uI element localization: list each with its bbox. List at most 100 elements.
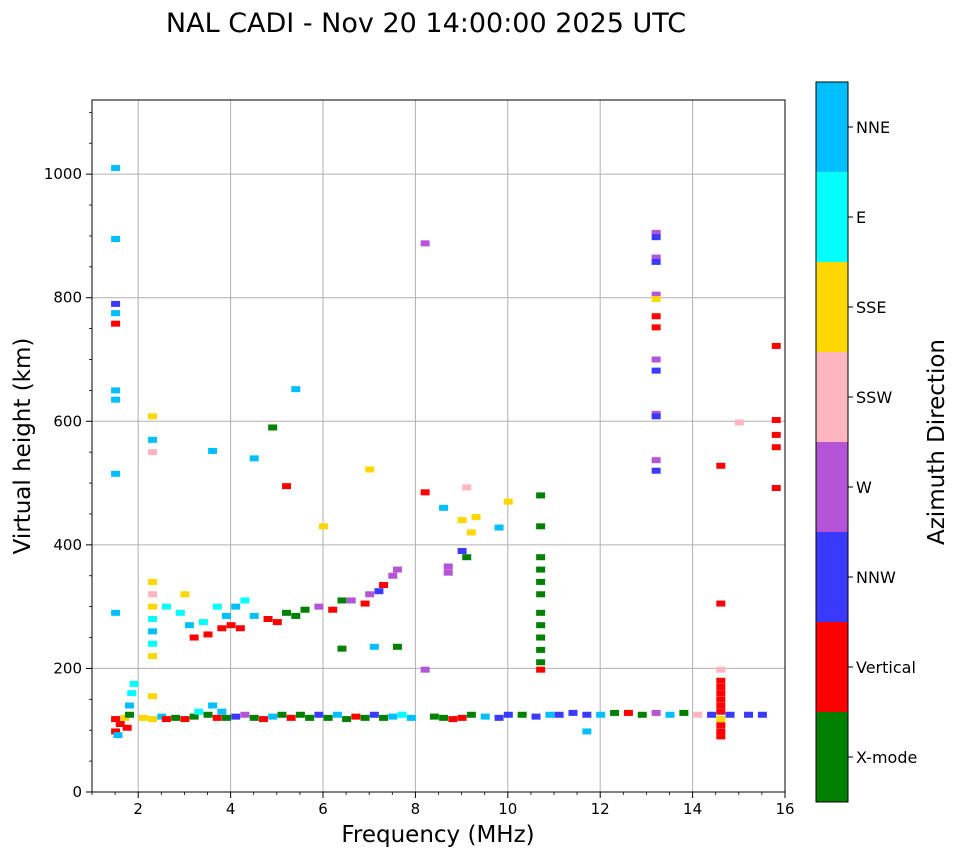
data-point — [291, 386, 301, 393]
data-point — [129, 680, 139, 687]
x-tick-label: 4 — [226, 800, 236, 818]
data-point — [111, 396, 121, 403]
y-tick-label: 400 — [53, 536, 82, 554]
data-point — [582, 728, 592, 735]
data-point — [360, 714, 370, 721]
data-point — [323, 714, 333, 721]
data-point — [443, 569, 453, 576]
data-point — [157, 713, 167, 720]
data-point — [148, 436, 158, 443]
data-point — [148, 693, 158, 700]
plot-area — [92, 100, 785, 792]
y-tick-label: 200 — [53, 659, 82, 677]
colorbar-segment — [816, 712, 848, 802]
data-point — [582, 711, 592, 718]
data-point — [231, 713, 241, 720]
data-point — [268, 424, 278, 431]
data-point — [771, 485, 781, 492]
data-point — [651, 295, 661, 302]
data-point — [124, 702, 134, 709]
data-point — [536, 578, 546, 585]
data-point — [208, 447, 218, 454]
data-point — [221, 714, 231, 721]
data-point — [651, 291, 661, 298]
data-point — [194, 708, 204, 715]
data-point — [651, 324, 661, 331]
y-tick-label: 0 — [72, 783, 82, 801]
data-point — [568, 709, 578, 716]
colorbar-segment — [816, 352, 848, 442]
x-tick-label: 12 — [591, 800, 610, 818]
data-point — [282, 483, 292, 490]
data-point — [127, 690, 137, 697]
data-point — [388, 713, 398, 720]
data-point — [148, 616, 158, 622]
data-point — [148, 413, 158, 420]
data-point — [716, 600, 726, 607]
data-point — [651, 467, 661, 474]
data-point — [212, 603, 222, 610]
data-point — [716, 696, 726, 703]
colorbar-tick-label: E — [856, 208, 866, 227]
data-point — [392, 643, 402, 650]
data-point — [369, 711, 379, 718]
data-point — [263, 616, 273, 622]
data-point — [111, 728, 121, 735]
data-point — [337, 597, 347, 604]
data-point — [596, 711, 606, 718]
data-point — [148, 628, 158, 635]
data-point — [716, 722, 726, 729]
data-point — [295, 711, 305, 718]
data-point — [651, 254, 661, 261]
data-point — [374, 588, 384, 595]
data-point — [148, 653, 158, 660]
colorbar-tick-label: NNW — [856, 568, 896, 587]
data-point — [171, 714, 181, 721]
colorbar-label: Azimuth Direction — [924, 339, 950, 545]
data-point — [651, 258, 661, 265]
data-point — [707, 711, 717, 718]
data-point — [536, 622, 546, 629]
data-point — [360, 600, 370, 607]
data-point — [148, 578, 158, 585]
data-point — [471, 514, 481, 521]
x-tick-label: 16 — [775, 800, 794, 818]
data-point — [111, 320, 121, 327]
data-point — [180, 591, 190, 598]
data-point — [282, 609, 292, 616]
colorbar-tick-label: W — [856, 478, 872, 497]
data-point — [406, 714, 416, 721]
data-point — [744, 711, 754, 718]
data-point — [716, 666, 726, 673]
data-point — [439, 504, 449, 511]
data-point — [319, 523, 328, 530]
data-point — [716, 708, 726, 715]
data-point — [771, 431, 781, 438]
data-point — [716, 677, 726, 684]
data-point — [379, 582, 389, 589]
data-point — [124, 711, 134, 718]
y-tick-label: 1000 — [44, 165, 82, 183]
data-point — [291, 612, 301, 619]
data-point — [536, 566, 546, 573]
data-point — [623, 709, 633, 716]
data-point — [305, 714, 315, 721]
data-point — [189, 713, 199, 720]
data-point — [365, 466, 375, 473]
data-point — [286, 714, 296, 721]
data-point — [651, 413, 661, 420]
data-point — [651, 229, 661, 236]
colorbar-tick-label: X-mode — [856, 748, 917, 767]
data-point — [503, 711, 513, 718]
data-point — [111, 310, 121, 317]
data-point — [249, 714, 259, 721]
data-point — [420, 489, 430, 496]
data-point — [536, 523, 546, 530]
data-point — [466, 529, 476, 536]
data-point — [651, 457, 661, 464]
y-tick-label: 800 — [53, 289, 82, 307]
y-tick-label: 600 — [53, 412, 82, 430]
data-point — [462, 484, 472, 491]
